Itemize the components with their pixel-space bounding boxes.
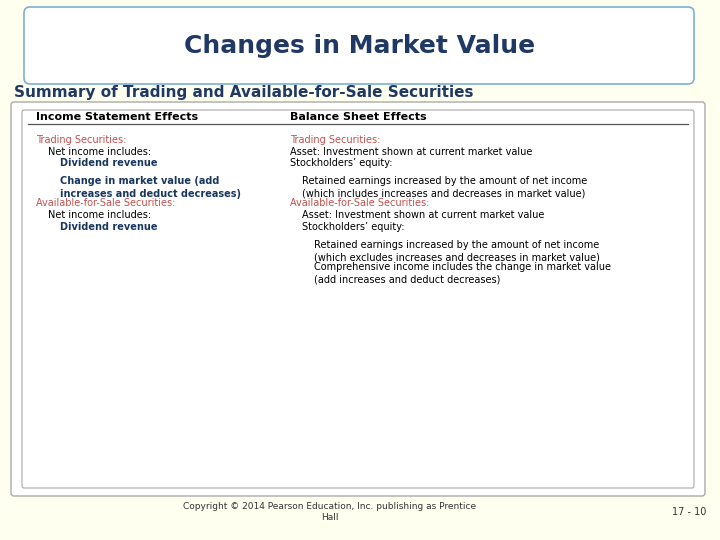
Text: Retained earnings increased by the amount of net income
(which includes increase: Retained earnings increased by the amoun… <box>302 176 588 199</box>
Text: Stockholders’ equity:: Stockholders’ equity: <box>302 222 405 232</box>
Text: Change in market value (add
increases and deduct decreases): Change in market value (add increases an… <box>60 176 241 199</box>
Text: 17 - 10: 17 - 10 <box>672 507 706 517</box>
Text: Trading Securities:: Trading Securities: <box>290 135 380 145</box>
Text: Copyright © 2014 Pearson Education, Inc. publishing as Prentice
Hall: Copyright © 2014 Pearson Education, Inc.… <box>184 502 477 522</box>
FancyBboxPatch shape <box>11 102 705 496</box>
Text: Dividend revenue: Dividend revenue <box>60 222 158 232</box>
Text: Trading Securities:: Trading Securities: <box>36 135 127 145</box>
Text: Asset: Investment shown at current market value: Asset: Investment shown at current marke… <box>290 147 532 157</box>
Text: Net income includes:: Net income includes: <box>48 210 151 220</box>
Text: Stockholders’ equity:: Stockholders’ equity: <box>290 158 392 168</box>
Text: Dividend revenue: Dividend revenue <box>60 158 158 168</box>
Text: Available-for-Sale Securities:: Available-for-Sale Securities: <box>36 198 176 208</box>
Text: Available-for-Sale Securities:: Available-for-Sale Securities: <box>290 198 429 208</box>
Text: Retained earnings increased by the amount of net income
(which excludes increase: Retained earnings increased by the amoun… <box>314 240 600 263</box>
FancyBboxPatch shape <box>22 110 694 488</box>
Text: Changes in Market Value: Changes in Market Value <box>184 34 536 58</box>
Text: Balance Sheet Effects: Balance Sheet Effects <box>290 112 427 122</box>
Text: Comprehensive income includes the change in market value
(add increases and dedu: Comprehensive income includes the change… <box>314 262 611 285</box>
FancyBboxPatch shape <box>24 7 694 84</box>
Text: Net income includes:: Net income includes: <box>48 147 151 157</box>
Text: Summary of Trading and Available-for-Sale Securities: Summary of Trading and Available-for-Sal… <box>14 85 474 100</box>
Text: Asset: Investment shown at current market value: Asset: Investment shown at current marke… <box>302 210 544 220</box>
Text: Income Statement Effects: Income Statement Effects <box>36 112 198 122</box>
